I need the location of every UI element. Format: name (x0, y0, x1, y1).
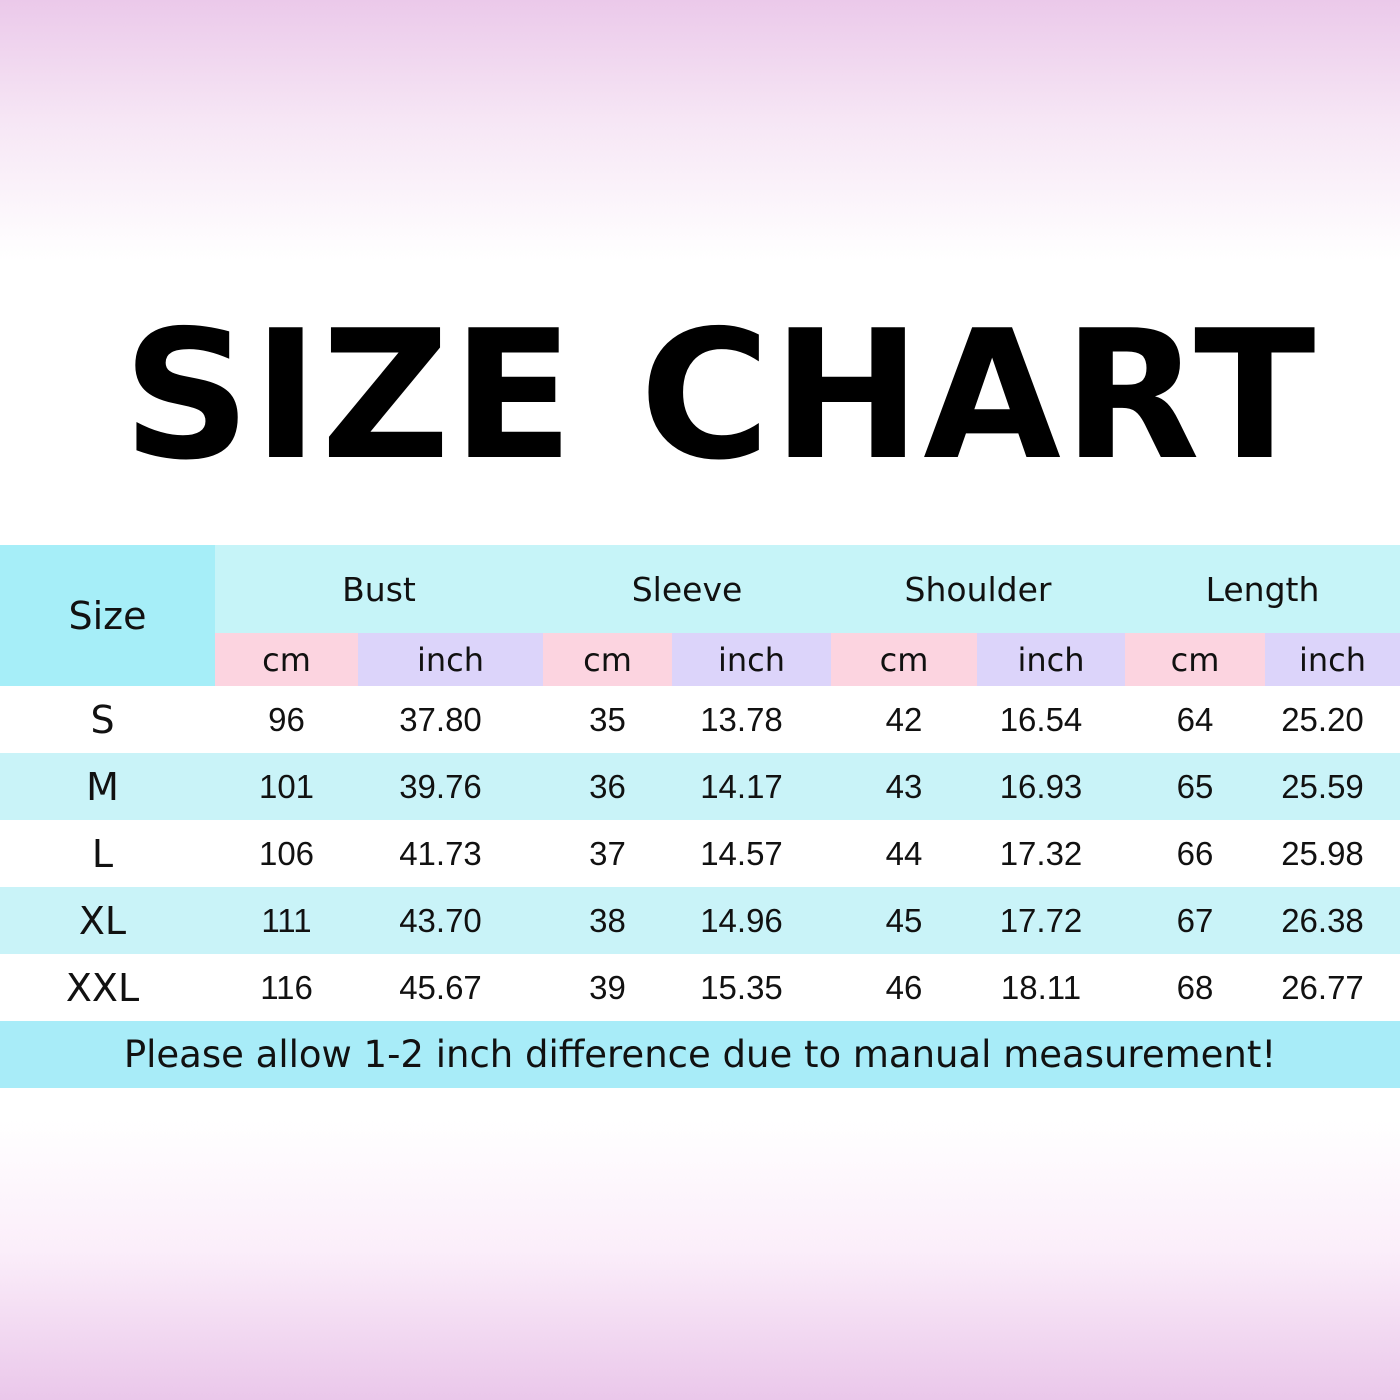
table-cell: 96 (268, 700, 305, 738)
table-cell: 39 (589, 968, 626, 1006)
table-cell: 16.93 (999, 767, 1083, 805)
table-cell: 45 (885, 901, 923, 939)
header-band (215, 545, 1400, 633)
table-row (0, 753, 1400, 820)
table-cell: 44 (885, 834, 923, 872)
table-cell: 38 (589, 901, 626, 939)
table-cell: 17.32 (999, 834, 1083, 872)
size-label: M (86, 764, 119, 809)
table-row (0, 887, 1400, 954)
table-cell: 39.76 (399, 767, 482, 805)
table-cell: 45.67 (399, 968, 482, 1006)
table-cell: 64 (1176, 700, 1214, 738)
table-cell: 65 (1176, 767, 1214, 805)
table-cell: 26.38 (1281, 901, 1364, 939)
table-cell: 43 (885, 767, 923, 805)
table-cell: 14.96 (700, 901, 783, 939)
size-header: Size (0, 545, 215, 686)
table-cell: 101 (258, 767, 315, 805)
unit-header: cm (831, 633, 977, 686)
table-cell: 25.20 (1281, 700, 1364, 738)
table-cell: 37.80 (399, 700, 482, 738)
table-cell: 26.77 (1281, 968, 1364, 1006)
table-cell: 25.98 (1281, 834, 1364, 872)
table-cell: 67 (1176, 901, 1214, 939)
table-row (0, 686, 1400, 753)
table-cell: 68 (1176, 968, 1214, 1006)
table-cell: 13.78 (700, 700, 783, 738)
column-group-header: Shoulder (904, 569, 1052, 609)
unit-header: inch (1265, 633, 1400, 686)
table-cell: 18.11 (1000, 968, 1082, 1006)
table-cell: 14.57 (700, 834, 783, 872)
column-group-header: Bust (342, 569, 416, 609)
table-cell: 14.17 (700, 767, 783, 805)
unit-header: cm (215, 633, 358, 686)
unit-header: cm (543, 633, 672, 686)
unit-header: inch (358, 633, 543, 686)
table-cell: 16.54 (999, 700, 1083, 738)
unit-header: cm (1125, 633, 1265, 686)
table-cell: 37 (589, 834, 626, 872)
table-cell: 46 (885, 968, 923, 1006)
table-cell: 66 (1176, 834, 1214, 872)
size-label: XXL (65, 965, 140, 1010)
table-cell: 41.73 (399, 834, 482, 872)
measurement-note: Please allow 1-2 inch difference due to … (0, 1021, 1400, 1088)
size-label: XL (78, 898, 127, 943)
column-group-header: Length (1205, 569, 1320, 609)
table-cell: 111 (261, 901, 312, 939)
table-cell: 36 (589, 767, 626, 805)
column-group-header: Sleeve (631, 569, 743, 609)
table-cell: 35 (589, 700, 626, 738)
size-label: S (90, 697, 115, 742)
table-cell: 25.59 (1281, 767, 1364, 805)
unit-header: inch (672, 633, 831, 686)
table-row (0, 820, 1400, 887)
table-cell: 116 (260, 968, 313, 1006)
unit-header: inch (977, 633, 1125, 686)
table-cell: 42 (885, 700, 923, 738)
table-row (0, 954, 1400, 1021)
table-cell: 17.72 (999, 901, 1083, 939)
table-cell: 106 (258, 834, 315, 872)
page-title: SIZE CHART (122, 292, 1318, 499)
size-label: L (91, 831, 114, 876)
table-cell: 15.35 (700, 968, 783, 1006)
table-cell: 43.70 (399, 901, 482, 939)
